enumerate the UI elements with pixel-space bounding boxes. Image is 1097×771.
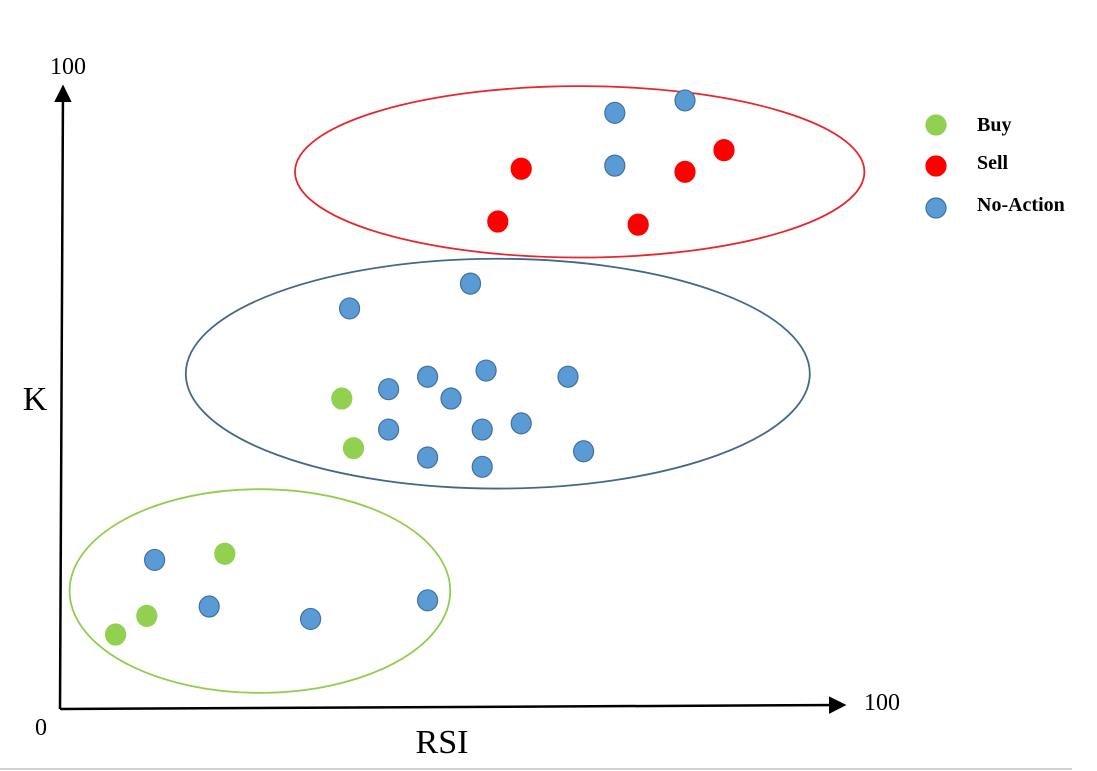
data-point-no-action: [144, 548, 166, 572]
cluster-ellipse-no-action: [184, 257, 811, 490]
data-point-no-action: [198, 595, 220, 618]
data-point-sell: [510, 157, 532, 180]
y-axis-label: K: [23, 381, 48, 418]
data-point-buy: [136, 604, 158, 627]
origin-tick-label: 0: [35, 715, 47, 741]
data-point-sell: [627, 213, 649, 236]
data-point-no-action: [572, 440, 595, 463]
data-point-no-action: [417, 446, 439, 469]
y-max-tick-label: 100: [50, 54, 86, 80]
cluster-ellipses: [68, 85, 866, 694]
data-point-no-action: [604, 101, 626, 124]
legend-label-buy: Buy: [977, 114, 1011, 136]
data-point-no-action: [440, 387, 462, 410]
data-point-no-action: [378, 378, 400, 401]
data-points: [104, 89, 735, 646]
data-point-no-action: [378, 418, 400, 441]
data-point-no-action: [339, 297, 361, 320]
x-axis-label: RSI: [416, 724, 469, 761]
legend: Buy Sell No-Action: [925, 114, 1065, 219]
data-point-no-action: [471, 418, 493, 441]
data-point-buy: [214, 542, 236, 565]
data-point-no-action: [417, 365, 439, 388]
data-point-sell: [487, 210, 509, 233]
legend-swatch-no-action: [925, 197, 947, 219]
data-point-sell: [674, 160, 696, 183]
data-point-no-action: [471, 455, 493, 478]
cluster-ellipse-sell: [294, 85, 866, 259]
data-point-no-action: [674, 89, 696, 112]
x-max-tick-label: 100: [864, 690, 900, 716]
data-point-no-action: [459, 272, 482, 295]
y-axis: [54, 84, 72, 710]
cluster-ellipse-buy: [68, 488, 452, 694]
data-point-buy: [342, 437, 365, 460]
x-axis: [59, 696, 847, 714]
legend-label-no-action: No-Action: [977, 194, 1065, 216]
data-point-buy: [331, 387, 353, 410]
data-point-no-action: [475, 359, 497, 382]
data-point-no-action: [300, 607, 322, 631]
data-point-no-action: [510, 412, 532, 435]
legend-swatch-buy: [925, 114, 947, 136]
legend-swatch-sell: [925, 155, 947, 177]
data-point-sell: [713, 139, 735, 162]
data-point-no-action: [557, 365, 579, 388]
data-point-buy: [104, 623, 127, 646]
data-point-no-action: [417, 589, 439, 612]
data-point-no-action: [604, 154, 626, 177]
legend-label-sell: Sell: [977, 152, 1009, 174]
